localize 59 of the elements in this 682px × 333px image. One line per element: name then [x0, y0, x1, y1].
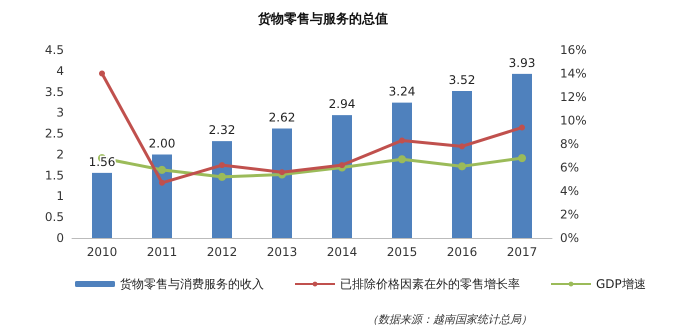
- text: （数据来源：越南国家统计总局）: [367, 313, 532, 326]
- y-tick-label: 3: [56, 106, 64, 120]
- x-tick-label: 2012: [206, 245, 238, 259]
- point: [279, 169, 285, 176]
- data-label: 2.94: [328, 97, 356, 112]
- bar: [332, 115, 352, 238]
- data-label: 3.24: [388, 84, 416, 99]
- point: [458, 162, 466, 170]
- y-tick-label: 4.5: [44, 43, 64, 57]
- y-tick-label: 1: [56, 189, 64, 204]
- bar: [392, 102, 412, 238]
- y2-tick-label: 10%: [560, 114, 587, 128]
- point: [399, 137, 405, 144]
- point: [519, 124, 525, 131]
- y2-tick-label: 8%: [560, 137, 580, 151]
- data-label: 3.93: [508, 56, 536, 70]
- bar: [512, 74, 532, 238]
- data-label: 2.62: [268, 110, 296, 125]
- y-tick-label: 0.5: [44, 210, 64, 224]
- x-tick-label: 2015: [386, 245, 418, 259]
- data-label: 2.32: [208, 123, 236, 138]
- legend-label: 已排除价格因素在外的零售增长率: [340, 277, 520, 291]
- data-label: 3.52: [448, 72, 476, 87]
- point: [219, 162, 225, 168]
- bar: [452, 90, 472, 238]
- y2-tick-label: 6%: [560, 160, 580, 174]
- point: [158, 166, 166, 174]
- legend-label: 货物零售与消费服务的收入: [120, 277, 264, 291]
- y-tick-label: 2.5: [44, 126, 64, 141]
- point: [159, 180, 165, 186]
- data-label: 2.00: [148, 136, 176, 150]
- y-tick-label: 1.5: [44, 168, 64, 182]
- x-tick-label: 2010: [86, 245, 118, 259]
- bar: [212, 141, 232, 238]
- x-tick-label: 2014: [326, 245, 358, 259]
- y2-tick-label: 4%: [560, 184, 580, 198]
- point: [398, 155, 406, 164]
- bar: [92, 172, 112, 238]
- x-tick-label: 2013: [266, 245, 298, 259]
- y-tick-label: 3.5: [44, 84, 64, 99]
- x-tick-label: 2016: [446, 245, 478, 259]
- legend-label: GDP增速: [596, 277, 646, 291]
- y2-tick-label: 2%: [560, 208, 580, 222]
- y2-tick-label: 12%: [560, 90, 587, 104]
- y2-tick-label: 0%: [560, 231, 580, 245]
- x-tick-label: 2017: [506, 245, 538, 259]
- y-tick-label: 0: [56, 231, 64, 245]
- y2-tick-label: 16%: [560, 43, 587, 57]
- point: [518, 154, 526, 162]
- point: [459, 143, 465, 150]
- point: [339, 162, 345, 168]
- x-tick-label: 2011: [146, 245, 178, 259]
- chart-title: 货物零售与服务的总值: [257, 11, 388, 27]
- y-tick-label: 4: [56, 64, 64, 78]
- point: [99, 70, 105, 76]
- y-tick-label: 2: [56, 147, 64, 162]
- bar: [272, 128, 292, 238]
- y2-tick-label: 14%: [560, 66, 587, 80]
- point: [218, 172, 226, 181]
